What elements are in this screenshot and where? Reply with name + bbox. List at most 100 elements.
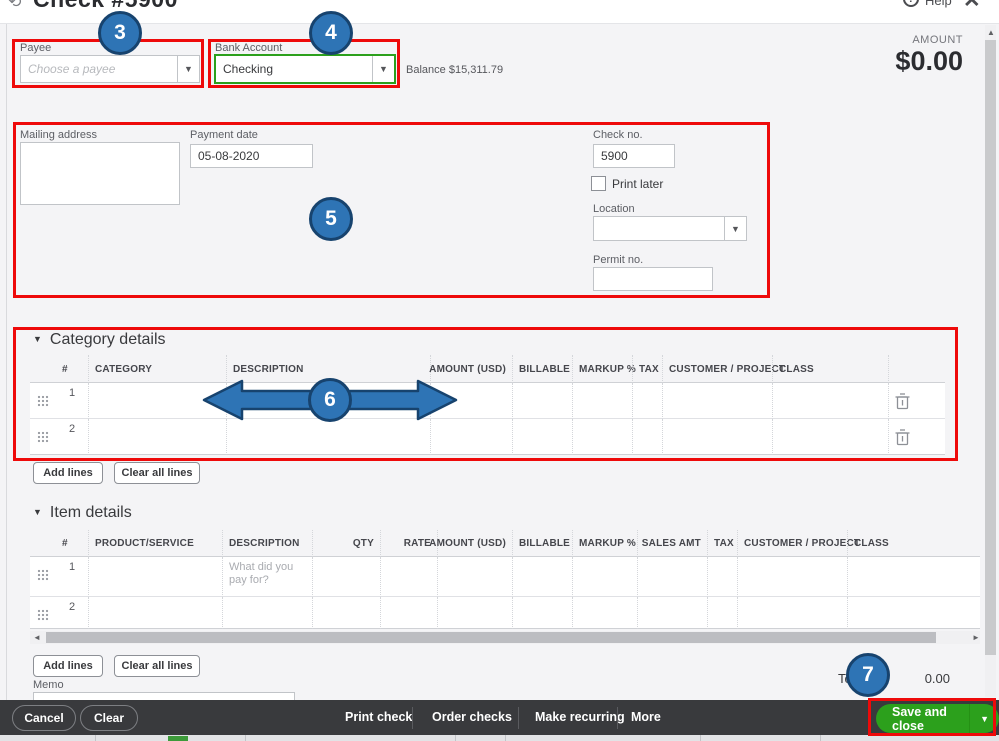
delete-row-button[interactable]: [888, 383, 945, 419]
scroll-left-icon[interactable]: ◄: [33, 633, 41, 642]
location-combobox[interactable]: ▼: [593, 216, 747, 241]
annotation-box-check-fields: [13, 122, 770, 298]
drag-handle[interactable]: [30, 557, 56, 597]
drag-dots-icon: [37, 609, 49, 621]
cell-tax[interactable]: [707, 597, 737, 629]
annotation-box-save: [868, 698, 996, 736]
footer-bar: Cancel Clear Print check Order checks Ma…: [0, 700, 999, 735]
recent-transactions-icon[interactable]: ⟲: [8, 0, 22, 11]
scroll-right-icon[interactable]: ►: [972, 633, 980, 642]
annotation-arrow-right-icon: [346, 379, 458, 421]
make-recurring-button[interactable]: Make recurring: [535, 710, 625, 724]
cell-description[interactable]: What did you pay for?: [222, 557, 312, 597]
cell-salesamt[interactable]: [637, 557, 707, 597]
item-details-header[interactable]: ▼ Item details: [33, 504, 132, 522]
drag-handle[interactable]: [30, 383, 56, 419]
cell-billable[interactable]: [512, 383, 572, 419]
cell-class[interactable]: [847, 557, 980, 597]
category-clear-all-lines-button[interactable]: Clear all lines: [114, 462, 200, 484]
cell-product[interactable]: [88, 557, 222, 597]
print-later-checkbox[interactable]: [591, 176, 606, 191]
permit-no-field[interactable]: [593, 267, 713, 291]
cell-markup[interactable]: [572, 419, 632, 455]
cell-tax[interactable]: [632, 419, 662, 455]
cell-category[interactable]: [88, 419, 226, 455]
page-behind-sliver: [0, 735, 999, 741]
balance-label: Balance: [406, 64, 446, 76]
save-and-close-button[interactable]: Save and close ▼: [876, 704, 999, 733]
chevron-down-icon[interactable]: ▼: [372, 56, 394, 82]
cell-markup[interactable]: [572, 557, 637, 597]
order-checks-button[interactable]: Order checks: [432, 710, 512, 724]
mailing-address-field[interactable]: [20, 142, 180, 205]
cell-product[interactable]: [88, 597, 222, 629]
chevron-down-icon[interactable]: ▼: [177, 56, 199, 82]
cell-markup[interactable]: [572, 383, 632, 419]
cell-class[interactable]: [847, 597, 980, 629]
cell-class[interactable]: [772, 383, 888, 419]
more-button[interactable]: More: [631, 710, 661, 724]
scroll-up-icon[interactable]: ▲: [987, 28, 995, 37]
delete-row-button[interactable]: [888, 419, 945, 455]
cell-billable[interactable]: [512, 419, 572, 455]
cell-customer[interactable]: [662, 419, 772, 455]
clear-button[interactable]: Clear: [80, 705, 138, 731]
category-details-header[interactable]: ▼ Category details: [33, 331, 166, 349]
cell-category[interactable]: [88, 383, 226, 419]
drag-handle[interactable]: [30, 419, 56, 455]
col-header-product: PRODUCT/SERVICE: [88, 530, 222, 557]
cell-class[interactable]: [772, 419, 888, 455]
col-header: [30, 355, 56, 383]
item-add-lines-button[interactable]: Add lines: [33, 655, 103, 677]
horizontal-scrollbar-thumb[interactable]: [46, 632, 936, 643]
cell-tax[interactable]: [707, 557, 737, 597]
cell-qty[interactable]: [312, 557, 380, 597]
payment-date-field[interactable]: [190, 144, 313, 168]
collapse-triangle-icon[interactable]: ▼: [33, 507, 42, 517]
cell-description[interactable]: [222, 597, 312, 629]
cell-rate[interactable]: [380, 557, 437, 597]
cancel-button[interactable]: Cancel: [12, 705, 76, 731]
payee-combobox[interactable]: Choose a payee ▼: [20, 55, 200, 83]
bank-account-combobox[interactable]: Checking ▼: [214, 54, 396, 84]
check-no-field[interactable]: [593, 144, 675, 168]
chevron-down-icon[interactable]: ▼: [980, 713, 989, 724]
col-header-billable: BILLABLE: [512, 530, 572, 557]
bank-account-label: Bank Account: [215, 42, 283, 54]
page-behind-green-text: [168, 736, 188, 741]
cell-tax[interactable]: [632, 383, 662, 419]
cell-salesamt[interactable]: [637, 597, 707, 629]
drag-handle[interactable]: [30, 597, 56, 629]
total-value: 0.00: [924, 671, 950, 686]
collapse-triangle-icon[interactable]: ▼: [33, 334, 42, 344]
cell-amount[interactable]: [437, 597, 512, 629]
cell-customer[interactable]: [662, 383, 772, 419]
cell-markup[interactable]: [572, 597, 637, 629]
cell-amount[interactable]: [430, 419, 512, 455]
row-number: 1: [56, 383, 88, 419]
col-header-class: CLASS: [772, 355, 888, 383]
payee-label: Payee: [20, 42, 52, 54]
drag-dots-icon: [37, 395, 49, 407]
cell-billable[interactable]: [512, 597, 572, 629]
cell-rate[interactable]: [380, 597, 437, 629]
bank-balance: Balance $15,311.79: [406, 64, 503, 76]
cell-description[interactable]: [226, 419, 430, 455]
cell-customer[interactable]: [737, 557, 847, 597]
cell-billable[interactable]: [512, 557, 572, 597]
item-clear-all-lines-button[interactable]: Clear all lines: [114, 655, 200, 677]
row-number: 2: [56, 597, 88, 629]
cell-qty[interactable]: [312, 597, 380, 629]
cell-customer[interactable]: [737, 597, 847, 629]
col-header-tax: TAX: [707, 530, 737, 557]
page-title: Check #5900: [33, 0, 178, 13]
help-icon[interactable]: ?: [903, 0, 919, 7]
chevron-down-icon[interactable]: ▼: [724, 217, 746, 240]
bank-account-value: Checking: [223, 62, 274, 76]
vertical-scrollbar-thumb[interactable]: [985, 40, 996, 655]
category-add-lines-button[interactable]: Add lines: [33, 462, 103, 484]
print-check-button[interactable]: Print check: [345, 710, 413, 724]
cell-amount[interactable]: [437, 557, 512, 597]
close-icon[interactable]: ✕: [963, 0, 981, 12]
help-label[interactable]: Help: [925, 0, 952, 8]
